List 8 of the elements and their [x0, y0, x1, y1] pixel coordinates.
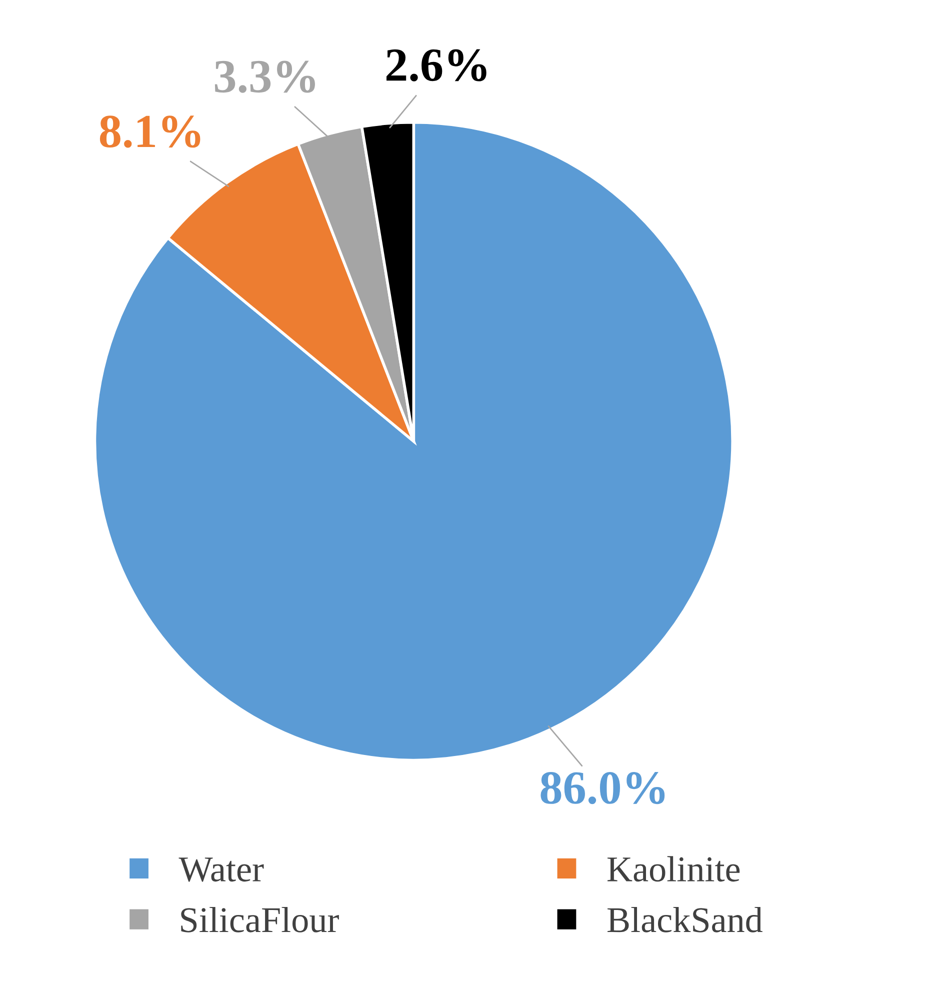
legend-label: Water: [178, 858, 264, 882]
data-label: 8.1%: [100, 116, 200, 148]
legend-label: BlackSand: [607, 906, 762, 932]
data-label: 3.3%: [214, 60, 315, 93]
data-label: 2.6%: [386, 49, 486, 82]
data-label: 86.0%: [540, 772, 665, 804]
legend-label: Kaolinite: [607, 856, 740, 882]
legend-label: SilicaFlour: [181, 906, 339, 932]
